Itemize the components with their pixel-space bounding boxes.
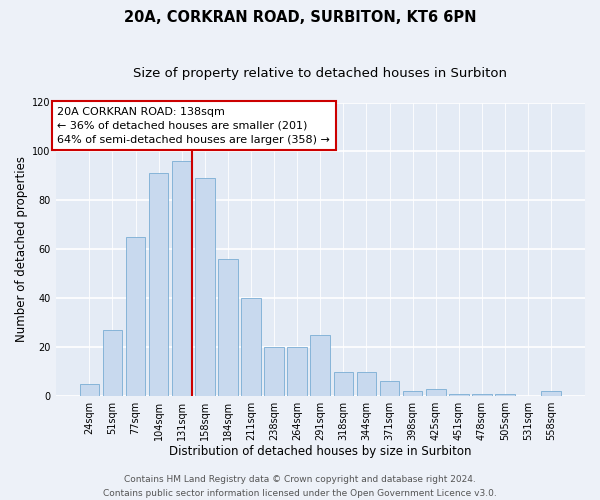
Bar <box>356 372 376 396</box>
Bar <box>241 298 261 396</box>
Text: Contains HM Land Registry data © Crown copyright and database right 2024.
Contai: Contains HM Land Registry data © Crown c… <box>103 476 497 498</box>
Bar <box>403 391 422 396</box>
Y-axis label: Number of detached properties: Number of detached properties <box>15 156 28 342</box>
Bar <box>126 237 145 396</box>
Bar <box>541 391 561 396</box>
Bar <box>172 161 191 396</box>
Bar <box>449 394 469 396</box>
Bar <box>149 174 169 396</box>
Bar <box>195 178 215 396</box>
Bar <box>80 384 99 396</box>
Bar <box>380 382 400 396</box>
Bar <box>495 394 515 396</box>
Bar <box>264 347 284 396</box>
Bar <box>218 259 238 396</box>
Text: 20A, CORKRAN ROAD, SURBITON, KT6 6PN: 20A, CORKRAN ROAD, SURBITON, KT6 6PN <box>124 10 476 25</box>
Bar <box>310 335 330 396</box>
Bar <box>426 389 446 396</box>
Bar <box>287 347 307 396</box>
Bar <box>472 394 491 396</box>
Text: 20A CORKRAN ROAD: 138sqm
← 36% of detached houses are smaller (201)
64% of semi-: 20A CORKRAN ROAD: 138sqm ← 36% of detach… <box>57 107 330 145</box>
Title: Size of property relative to detached houses in Surbiton: Size of property relative to detached ho… <box>133 68 507 80</box>
Bar <box>103 330 122 396</box>
X-axis label: Distribution of detached houses by size in Surbiton: Distribution of detached houses by size … <box>169 444 472 458</box>
Bar <box>334 372 353 396</box>
